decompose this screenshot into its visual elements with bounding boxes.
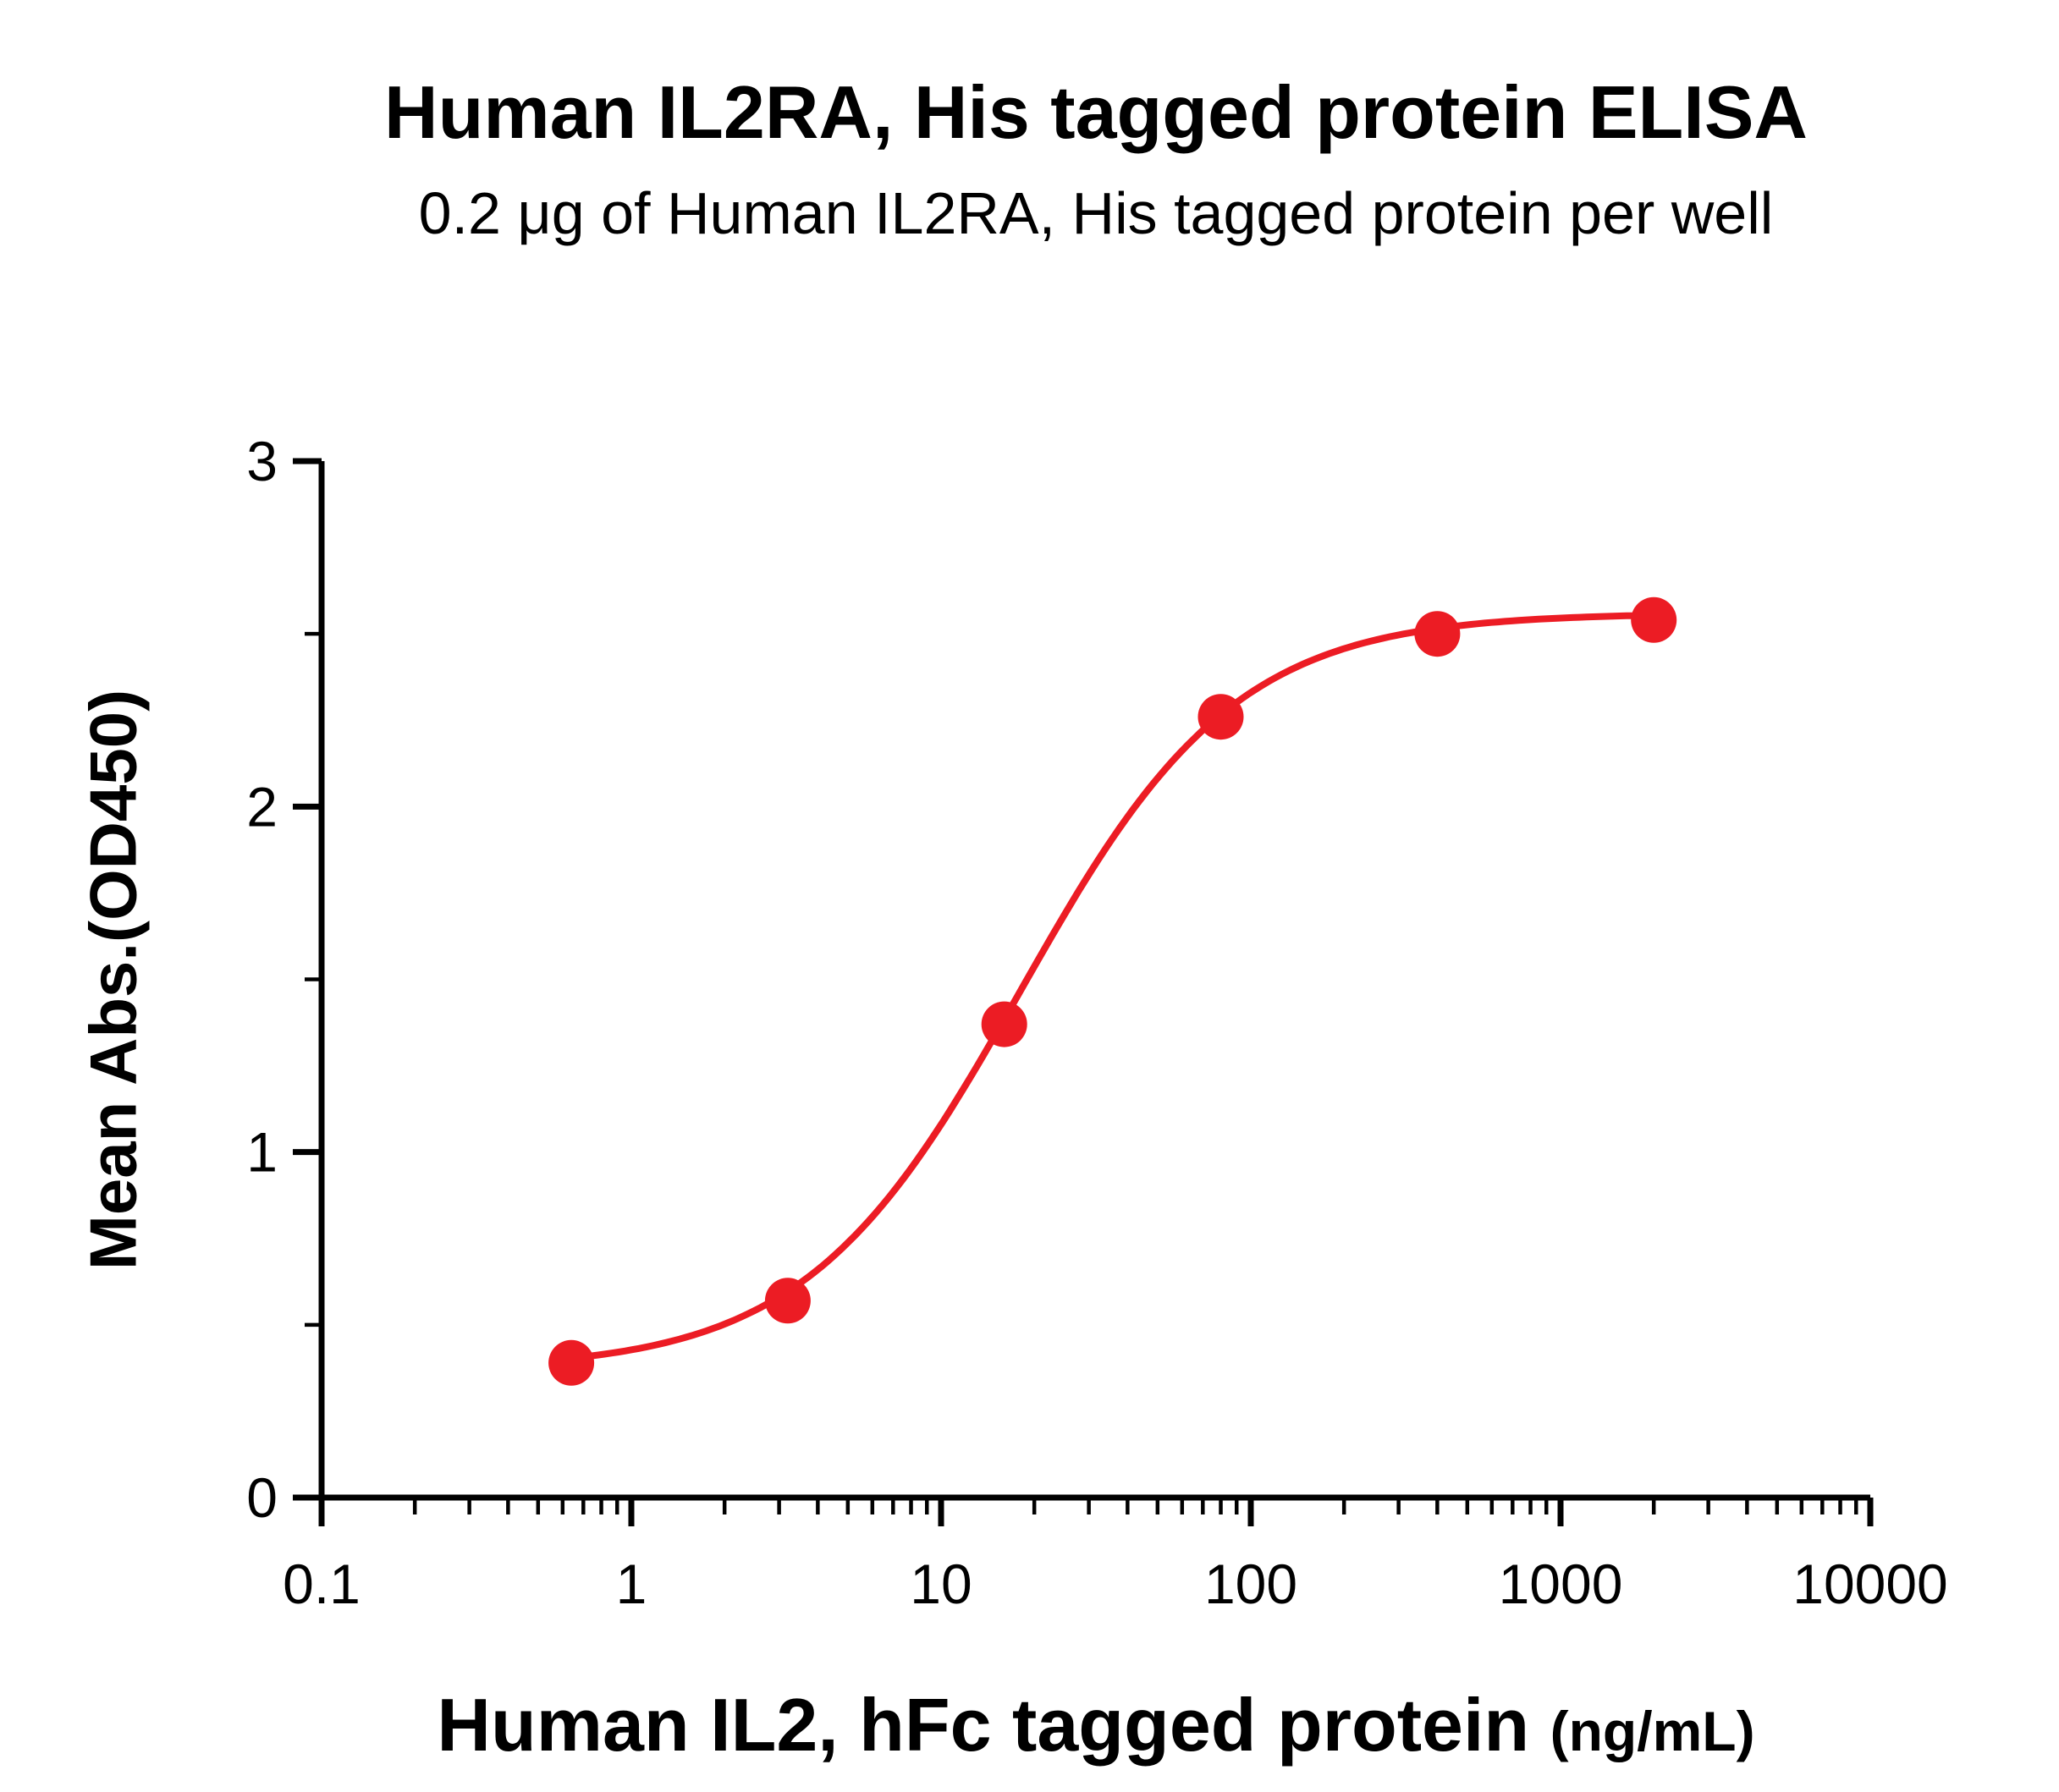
y-tick-label: 0	[246, 1466, 278, 1529]
x-axis-label-text: Human IL2, hFc tagged protein	[437, 1683, 1530, 1767]
data-points	[548, 596, 1677, 1386]
x-tick-label: 10000	[1792, 1553, 1948, 1615]
fit-curve	[568, 612, 1658, 1362]
data-point	[1414, 611, 1461, 657]
data-point	[764, 1278, 811, 1324]
y-axis-ticks: 0 1 2 3	[246, 430, 322, 1529]
y-tick-label: 3	[246, 430, 278, 492]
x-tick-label: 100	[1204, 1553, 1297, 1615]
x-axis-ticks: 0.1 1 10 100 1000 10000	[283, 1498, 1948, 1615]
chart-subtitle: 0.2 μg of Human IL2RA, His tagged protei…	[418, 180, 1774, 246]
data-point	[1197, 694, 1244, 740]
y-tick-label: 1	[246, 1121, 278, 1184]
x-axis-label: Human IL2, hFc tagged protein (ng/mL)	[322, 1682, 1870, 1768]
y-axis-label: Mean Abs.(OD450)	[75, 689, 151, 1271]
x-tick-label: 1	[616, 1553, 647, 1615]
x-tick-label: 10	[910, 1553, 972, 1615]
x-axis-unit: (ng/mL)	[1550, 1700, 1755, 1762]
data-point	[548, 1339, 595, 1386]
y-tick-label: 2	[246, 775, 278, 838]
x-tick-label: 0.1	[283, 1553, 361, 1615]
data-point	[1631, 596, 1677, 643]
x-tick-label: 1000	[1499, 1553, 1623, 1615]
chart-title: Human IL2RA, His tagged protein ELISA	[384, 70, 1808, 154]
data-point	[981, 1001, 1027, 1047]
